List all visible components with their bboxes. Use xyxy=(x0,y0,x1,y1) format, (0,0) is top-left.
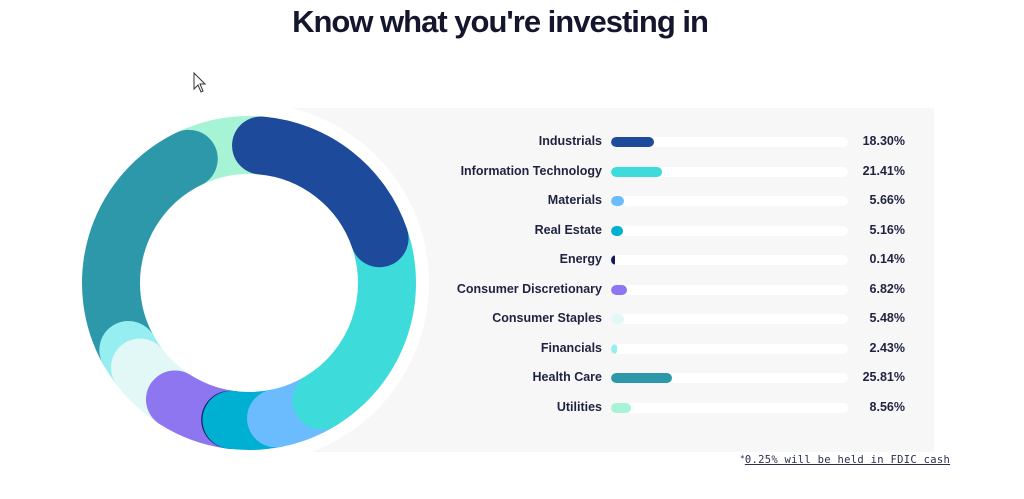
bar-track-information-technology xyxy=(611,166,848,177)
legend-row-real-estate: Real Estate 5.16% xyxy=(440,221,920,241)
legend-row-energy: Energy 0.14% xyxy=(440,250,920,270)
legend-row-utilities: Utilities 8.56% xyxy=(440,398,920,418)
legend-value-consumer-staples: 5.48% xyxy=(869,311,905,325)
legend-value-health-care: 25.81% xyxy=(862,370,905,384)
legend-value-consumer-discretionary: 6.82% xyxy=(869,281,905,296)
legend-label-industrials: Industrials xyxy=(538,134,602,148)
bar-fill-health-care xyxy=(611,373,673,383)
legend-value-energy: 0.14% xyxy=(869,252,905,266)
legend-row-consumer-staples: Consumer Staples 5.48% xyxy=(440,309,920,329)
bar-fill-utilities xyxy=(611,402,632,413)
bar-track-real-estate xyxy=(611,225,848,236)
legend-row-information-technology: Information Technology 21.41% xyxy=(440,162,920,182)
bar-track-consumer-staples xyxy=(611,314,848,324)
legend-row-materials: Materials 5.66% xyxy=(440,191,920,211)
footnote: *0.25% will be held in FDIC cash xyxy=(740,454,950,466)
legend-label-information-technology: Information Technology xyxy=(460,163,602,178)
legend-value-financials: 2.43% xyxy=(869,340,905,355)
legend-label-utilities: Utilities xyxy=(556,399,602,414)
legend-value-utilities: 8.56% xyxy=(869,399,905,414)
bar-track-energy xyxy=(611,255,848,265)
bar-track-utilities xyxy=(611,402,848,413)
mouse-cursor-icon xyxy=(193,72,207,93)
legend-label-materials: Materials xyxy=(547,193,602,207)
bar-track-financials xyxy=(611,343,848,354)
page-title: Know what you're investing in xyxy=(292,4,709,39)
sector-donut-chart xyxy=(66,100,432,466)
legend-value-materials: 5.66% xyxy=(869,193,905,207)
legend-row-consumer-discretionary: Consumer Discretionary 6.82% xyxy=(440,280,920,300)
legend-label-consumer-discretionary: Consumer Discretionary xyxy=(456,281,602,296)
legend-row-health-care: Health Care 25.81% xyxy=(440,368,920,388)
legend-row-industrials: Industrials 18.30% xyxy=(440,132,920,152)
bar-fill-energy xyxy=(611,255,615,265)
fdic-cash-link[interactable]: 0.25% will be held in FDIC cash xyxy=(744,454,951,466)
bar-track-health-care xyxy=(611,373,848,383)
bar-track-industrials xyxy=(611,137,848,147)
footnote-marker: * xyxy=(740,454,745,463)
legend-value-real-estate: 5.16% xyxy=(869,222,905,237)
bar-fill-real-estate xyxy=(611,225,624,236)
bar-fill-consumer-staples xyxy=(611,314,624,324)
bar-track-materials xyxy=(611,196,848,206)
bar-track-consumer-discretionary xyxy=(611,284,848,295)
legend-value-industrials: 18.30% xyxy=(862,134,905,148)
legend-row-financials: Financials 2.43% xyxy=(440,339,920,359)
bar-fill-materials xyxy=(611,196,625,206)
bar-fill-information-technology xyxy=(611,166,662,177)
bar-fill-financials xyxy=(611,343,617,354)
bar-fill-industrials xyxy=(611,137,655,147)
legend-label-energy: Energy xyxy=(559,252,602,266)
legend-label-financials: Financials xyxy=(540,340,602,355)
bar-fill-consumer-discretionary xyxy=(611,284,628,295)
donut-segment-industrials[interactable] xyxy=(82,116,416,450)
legend-label-real-estate: Real Estate xyxy=(534,222,602,237)
legend-label-health-care: Health Care xyxy=(532,370,602,384)
legend-value-information-technology: 21.41% xyxy=(862,163,905,178)
legend-label-consumer-staples: Consumer Staples xyxy=(492,311,602,325)
